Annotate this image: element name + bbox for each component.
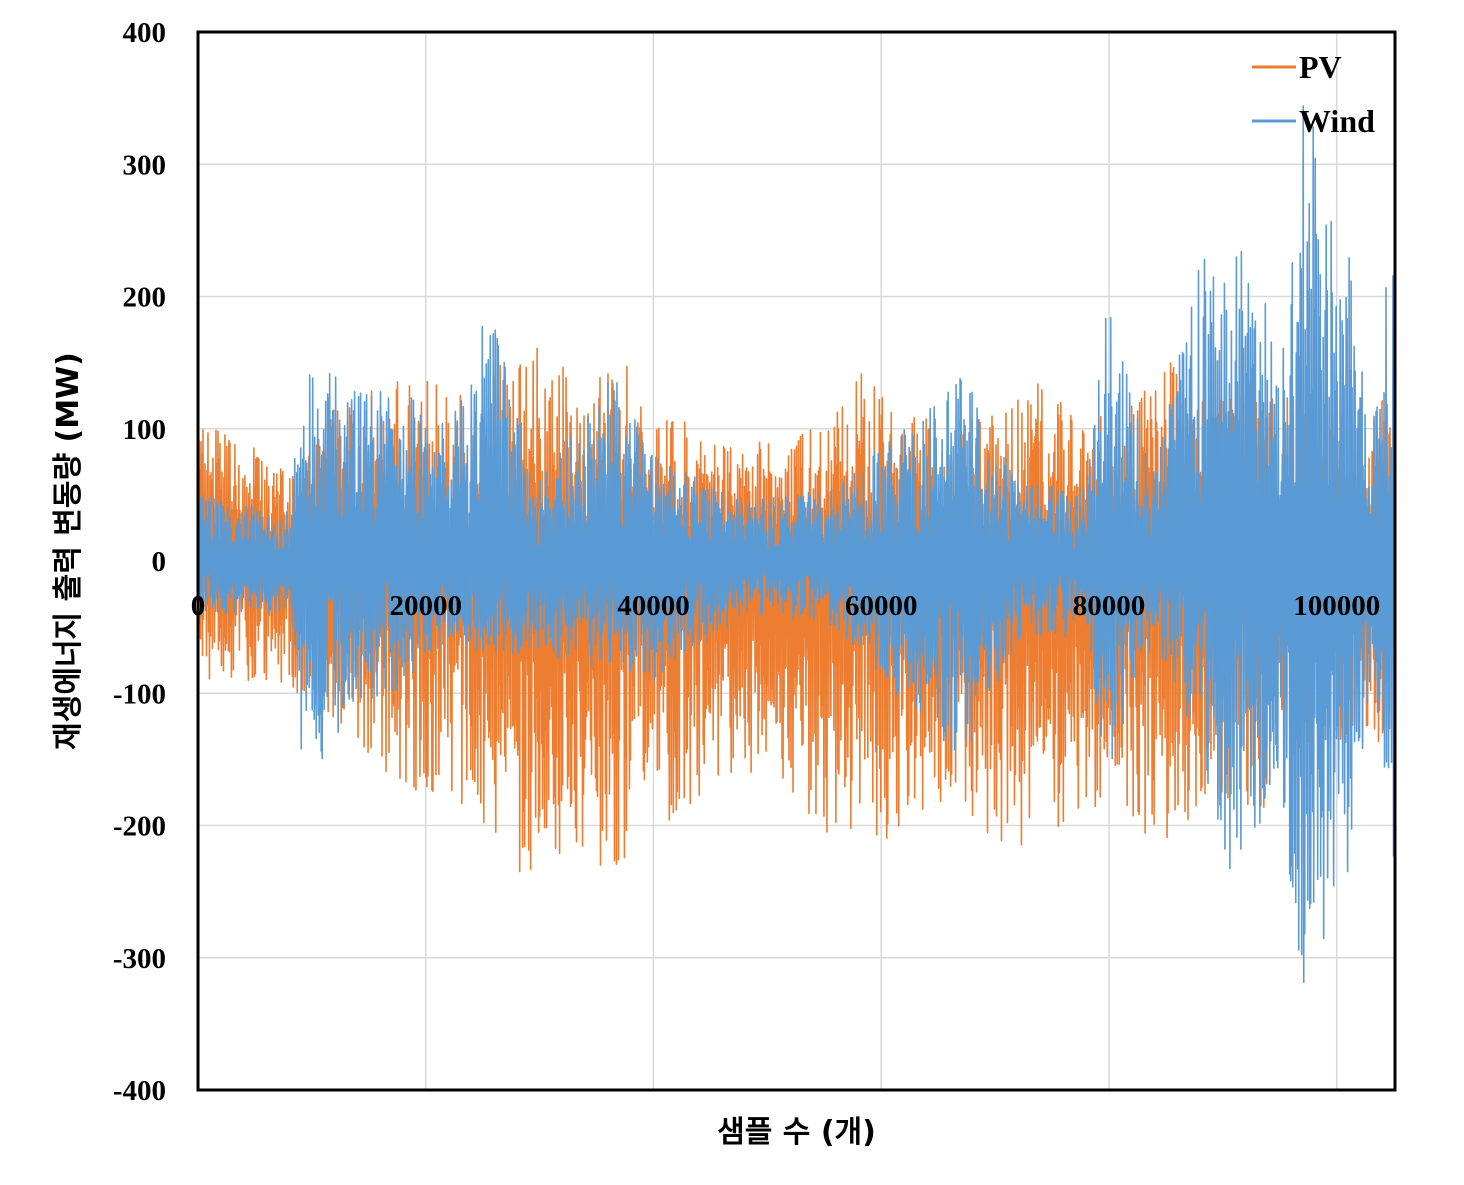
x-tick-label: 100000 [1293,590,1380,622]
y-tick-label: -200 [113,811,166,843]
plot-area-frame [196,30,1397,1092]
legend: PV Wind [1252,49,1375,139]
y-tick-label: 200 [123,282,167,314]
x-tick-label: 60000 [845,590,918,622]
y-axis-ticks: 400 300 200 100 0 -100 -200 -300 -400 [113,17,166,1107]
series-line-wind [197,105,1396,984]
legend-label-pv: PV [1299,49,1342,85]
y-tick-label: 300 [123,149,167,181]
y-tick-label: 100 [123,414,167,446]
x-tick-label: 40000 [617,590,690,622]
y-tick-label: 400 [123,17,167,49]
y-tick-label: -100 [113,678,166,710]
x-axis-ticks: 0 20000 40000 60000 80000 100000 [191,590,1380,622]
series-layer [197,105,1396,984]
x-tick-label: 0 [191,590,206,622]
x-tick-label: 80000 [1073,590,1146,622]
y-axis-title: 재생에너지 출력 변동량 (MW) [51,352,86,750]
x-tick-label: 20000 [389,590,462,622]
y-tick-label: -300 [113,943,166,975]
y-tick-label: -400 [113,1075,166,1107]
x-axis-title: 샘플 수 (개) [717,1115,876,1150]
y-tick-label: 0 [152,546,167,578]
legend-label-wind: Wind [1299,103,1375,139]
